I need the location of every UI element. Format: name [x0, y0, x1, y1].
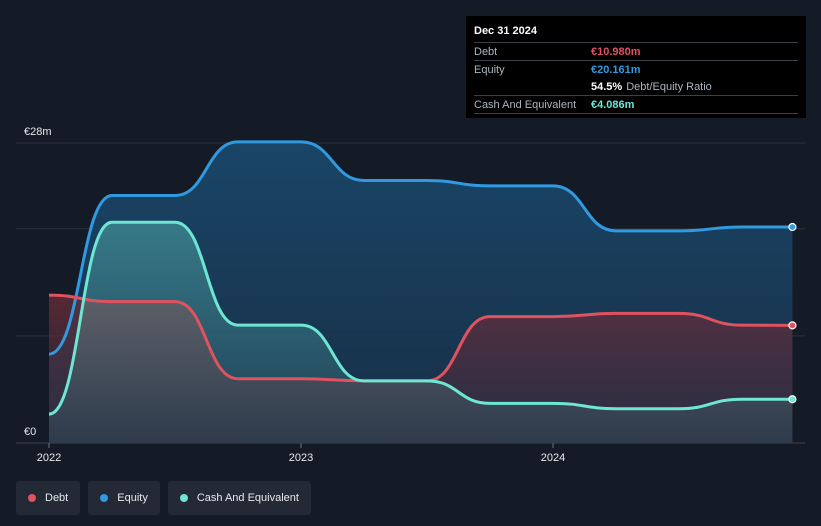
tooltip-cash-label: Cash And Equivalent: [474, 98, 577, 111]
tooltip-row-ratio: 54.5% Debt/Equity Ratio: [474, 78, 798, 95]
tooltip-equity-label: Equity: [474, 63, 505, 76]
tooltip-debt-label: Debt: [474, 45, 498, 58]
x-tick-label: 2024: [541, 452, 565, 464]
axes: €28m €0 2022 2023 2024: [24, 126, 565, 464]
tooltip-date: Dec 31 2024: [474, 25, 537, 37]
legend-item-debt[interactable]: Debt: [16, 481, 81, 515]
legend-label-equity: Equity: [117, 492, 148, 504]
end-markers: [788, 222, 797, 404]
tooltip-row-cash: Cash And Equivalent €4.086m: [474, 95, 798, 113]
tooltip-cash-value: €4.086m: [591, 98, 635, 111]
y-tick-label: €28m: [24, 126, 52, 138]
tooltip-row-equity: Equity €20.161m: [474, 60, 798, 78]
legend: Debt Equity Cash And Equivalent: [16, 481, 311, 515]
tooltip-equity-value: €20.161m: [591, 63, 641, 76]
series-lines: [48, 140, 793, 416]
legend-label-debt: Debt: [45, 492, 69, 504]
legend-item-equity[interactable]: Equity: [88, 481, 160, 515]
legend-label-cash: Cash And Equivalent: [196, 492, 299, 504]
area-cash-and-equivalent: [49, 222, 793, 443]
tooltip-ratio-label: Debt/Equity Ratio: [626, 80, 712, 93]
x-tick-label: 2023: [289, 452, 313, 464]
line-equity: [48, 140, 793, 356]
cash-dot-icon: [179, 494, 188, 502]
tooltip-ratio-value: 54.5%: [591, 80, 623, 93]
end-marker-debt: [788, 321, 797, 330]
x-tick-label: 2022: [37, 452, 61, 464]
debt-dot-icon: [28, 494, 36, 502]
line-cash-and-equivalent: [48, 220, 793, 416]
tooltip-row-debt: Debt €10.980m: [474, 42, 798, 60]
y-tick-label: €0: [24, 426, 36, 438]
end-marker-equity: [788, 222, 797, 232]
legend-item-cash[interactable]: Cash And Equivalent: [167, 481, 311, 515]
tooltip-panel: Dec 31 2024 Debt €10.980m Equity €20.161…: [466, 16, 806, 118]
end-marker-cash-and-equivalent: [788, 395, 797, 404]
tooltip-debt-value: €10.980m: [591, 45, 641, 58]
area-fills: [49, 141, 793, 443]
equity-dot-icon: [100, 494, 109, 502]
